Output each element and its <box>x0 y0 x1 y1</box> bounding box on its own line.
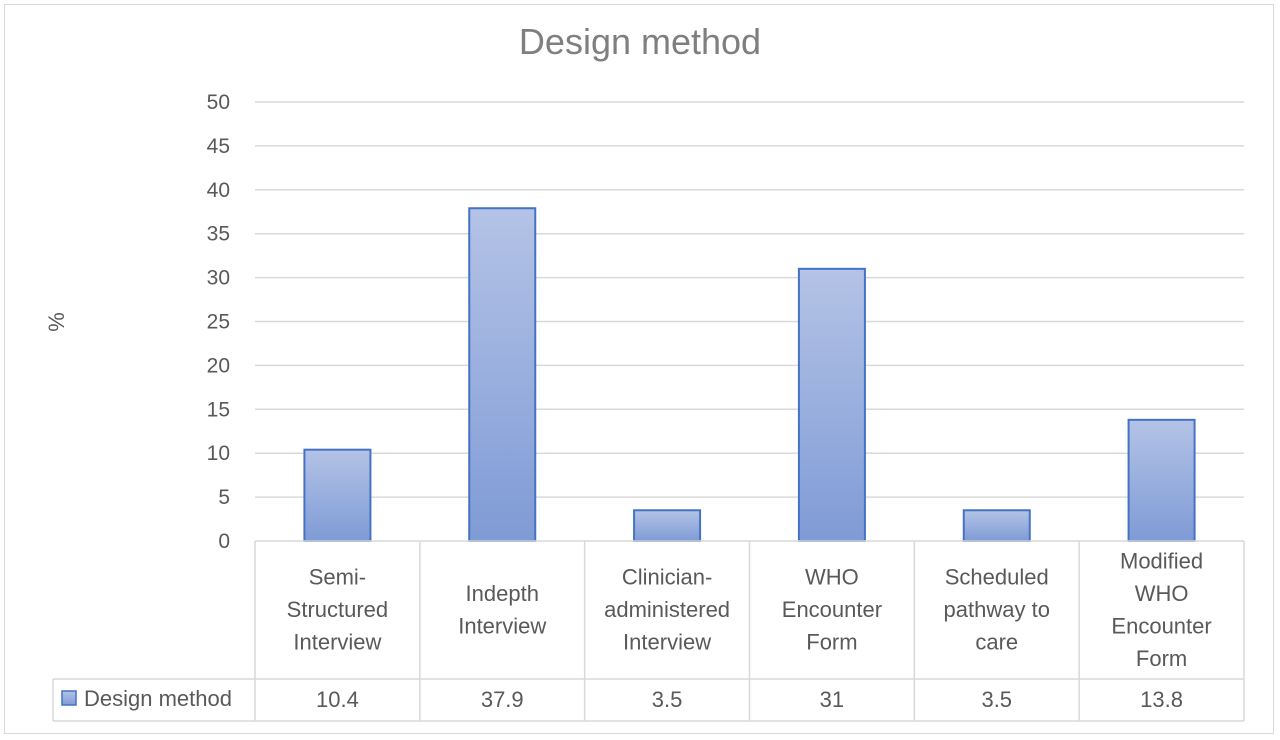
data-table-value: 3.5 <box>981 687 1012 712</box>
chart-title: Design method <box>519 21 761 62</box>
bar <box>468 207 537 542</box>
category-label: Scheduled pathway to care <box>944 565 1050 655</box>
legend-key <box>61 690 77 706</box>
bar <box>303 448 372 542</box>
y-tick-label: 45 <box>207 135 230 158</box>
legend-series-name: Design method <box>84 686 232 711</box>
y-tick-label: 30 <box>207 267 230 290</box>
y-tick-label: 35 <box>207 223 230 246</box>
bar <box>633 509 702 542</box>
data-table-value: 3.5 <box>652 687 683 712</box>
data-table: Semi-Structured Interview Indepth Interview… <box>52 540 1245 722</box>
category-label: Semi-Structured Interview <box>287 565 389 655</box>
y-tick-label: 25 <box>207 311 230 334</box>
y-tick-label: 50 <box>207 91 230 114</box>
data-table-value: 10.4 <box>316 687 359 712</box>
bar <box>962 509 1031 542</box>
category-label: Clinician-administered Interview <box>604 565 730 655</box>
data-table-value: 37.9 <box>481 687 524 712</box>
y-tick-label: 10 <box>207 442 230 465</box>
y-tick-label: 5 <box>218 486 230 509</box>
chart-frame <box>4 4 1274 734</box>
y-tick-label: 20 <box>207 354 230 377</box>
bar <box>1127 418 1196 542</box>
y-tick-label: 15 <box>207 398 230 421</box>
y-tick-label: 40 <box>207 179 230 202</box>
y-axis-ticks: 0 5 10 15 20 25 30 35 40 45 50 <box>207 91 230 553</box>
data-table-value: 13.8 <box>1140 687 1183 712</box>
bars <box>303 207 1196 542</box>
y-tick-label: 0 <box>218 530 230 553</box>
data-table-value: 31 <box>820 687 844 712</box>
category-label: Indepth Interview <box>458 581 546 639</box>
bar <box>797 267 866 542</box>
category-label: Modified WHO Encounter Form <box>1111 548 1211 671</box>
category-label: WHO Encounter Form <box>782 565 882 655</box>
gridlines <box>255 101 1244 498</box>
y-axis-label: % <box>44 312 69 332</box>
